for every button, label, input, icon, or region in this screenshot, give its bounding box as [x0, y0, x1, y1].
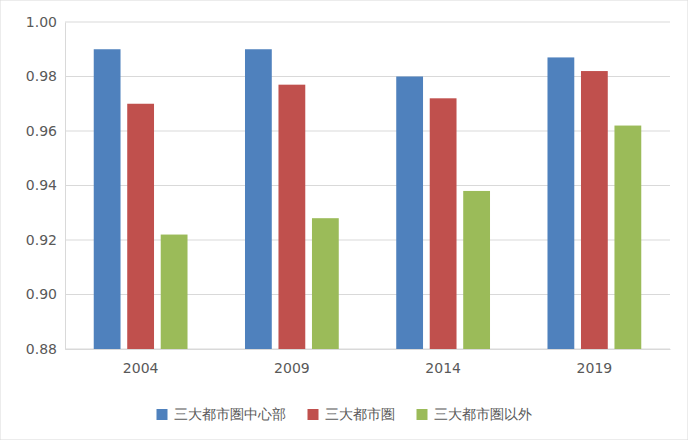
legend-label: 三大都市圏	[325, 406, 395, 422]
bar	[278, 85, 305, 349]
y-axis: 0.88 0.90 0.92 0.94 0.96 0.98 1.00	[26, 14, 66, 357]
bar	[430, 98, 457, 349]
bar	[245, 49, 272, 349]
grid-line	[65, 22, 670, 23]
bar	[547, 57, 574, 349]
y-tick-label: 0.96	[26, 123, 57, 139]
y-tick: 0.98	[26, 68, 65, 84]
grid-line	[65, 349, 670, 350]
legend: 三大都市圏中心部 三大都市圏 三大都市圏以外	[157, 406, 532, 422]
y-tick: 0.90	[26, 286, 65, 302]
legend-label: 三大都市圏中心部	[174, 406, 286, 422]
chart-container: 0.88 0.90 0.92 0.94 0.96 0.98 1.00 2004 2009 2014…	[0, 0, 688, 440]
x-axis: 2004 2009 2014 2019	[66, 349, 671, 376]
bar	[581, 71, 608, 349]
x-tick: 2014	[425, 349, 461, 376]
grid-line	[65, 294, 670, 295]
y-tick: 0.94	[26, 177, 65, 193]
bar	[161, 235, 188, 349]
legend-item: 三大都市圏	[308, 406, 395, 422]
x-axis-line	[66, 349, 671, 350]
legend-item: 三大都市圏以外	[417, 406, 532, 422]
y-tick-label: 0.88	[26, 341, 57, 357]
bars	[94, 49, 642, 349]
y-tick: 0.96	[26, 123, 65, 139]
y-tick-label: 0.92	[26, 232, 57, 248]
y-tick: 1.00	[26, 14, 65, 30]
background	[0, 0, 688, 440]
grid-line	[65, 131, 670, 132]
legend-swatch	[308, 409, 319, 420]
y-tick-label: 1.00	[26, 14, 57, 30]
x-tick-label: 2004	[123, 360, 159, 376]
legend-label: 三大都市圏以外	[434, 406, 532, 422]
bar-series	[127, 71, 608, 349]
x-tick-label: 2019	[577, 360, 613, 376]
legend-swatch	[157, 409, 168, 420]
y-tick-label: 0.90	[26, 286, 57, 302]
bar	[312, 218, 339, 349]
grid-line	[65, 76, 670, 77]
x-tick-label: 2009	[274, 360, 310, 376]
plot: 0.88 0.90 0.92 0.94 0.96 0.98 1.00 2004 2009 2014…	[26, 14, 671, 376]
x-tick: 2019	[577, 349, 613, 376]
grid-line	[65, 240, 670, 241]
chart-svg: 0.88 0.90 0.92 0.94 0.96 0.98 1.00 2004 2009 2014…	[0, 0, 688, 440]
bar	[127, 104, 154, 349]
bar-series	[94, 49, 575, 349]
y-tick-label: 0.98	[26, 68, 57, 84]
bar-series	[161, 126, 642, 349]
x-tick: 2004	[123, 349, 159, 376]
legend-swatch	[417, 409, 428, 420]
bar	[396, 77, 423, 350]
bar	[614, 126, 641, 349]
x-tick-label: 2014	[425, 360, 461, 376]
bar	[94, 49, 121, 349]
legend-item: 三大都市圏中心部	[157, 406, 286, 422]
y-tick-label: 0.94	[26, 177, 57, 193]
y-tick: 0.88	[26, 341, 65, 357]
grid-line	[65, 185, 670, 186]
y-tick: 0.92	[26, 232, 65, 248]
grid	[65, 22, 670, 349]
y-axis-line	[65, 23, 66, 350]
x-tick: 2009	[274, 349, 310, 376]
bar	[463, 191, 490, 349]
